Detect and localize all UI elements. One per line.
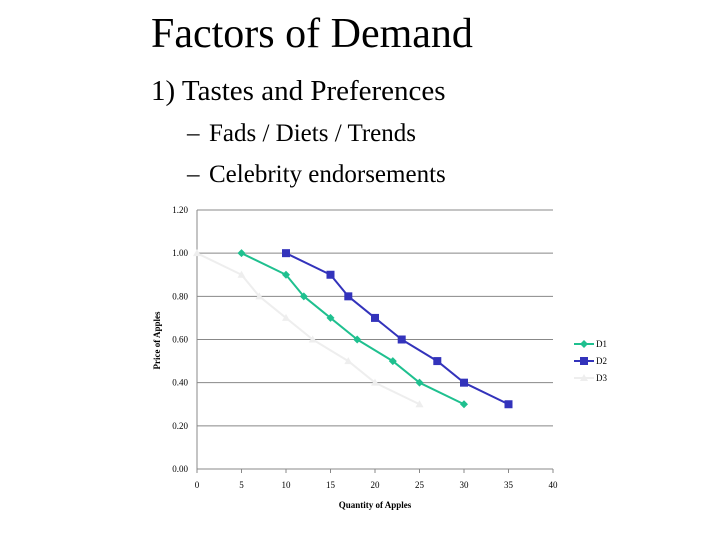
sub-bullet-celebrity: – Celebrity endorsements (187, 160, 446, 190)
data-point-d1 (237, 249, 246, 258)
data-point-d2 (371, 313, 379, 322)
x-tick-label: 5 (239, 480, 244, 490)
y-tick-label: 1.20 (172, 205, 188, 215)
series-line-d1 (241, 252, 465, 406)
data-point-d3 (308, 335, 317, 343)
y-tick-label: 0.00 (172, 464, 188, 474)
bullet-tastes-preferences: 1) Tastes and Preferences (151, 75, 446, 107)
x-tick-label: 0 (195, 480, 200, 490)
x-tick-label: 10 (282, 480, 292, 490)
slide-title: Factors of Demand (151, 11, 473, 57)
series-line-d2 (285, 252, 509, 406)
y-tick-label: 1.00 (172, 248, 188, 258)
data-point-d1 (415, 378, 424, 387)
legend-marker-d1 (580, 340, 588, 348)
data-point-d3 (255, 292, 264, 300)
y-tick-label: 0.60 (172, 335, 188, 345)
bullet-dash: – (187, 161, 200, 188)
data-point-d3 (193, 249, 201, 257)
data-point-d2 (433, 357, 442, 366)
data-point-d3 (237, 270, 246, 278)
bullet-dash: – (187, 120, 200, 147)
x-tick-label: 35 (504, 480, 514, 490)
data-point-d2 (344, 292, 353, 301)
legend-label-d2: D2 (596, 356, 607, 366)
data-point-d1 (388, 357, 397, 366)
data-point-d3 (344, 357, 353, 365)
sub-bullet-fads: – Fads / Diets / Trends (187, 119, 416, 149)
x-tick-label: 20 (371, 480, 381, 490)
x-tick-label: 40 (549, 480, 559, 490)
data-point-d1 (460, 400, 468, 409)
series-line-d3 (196, 252, 420, 406)
data-point-d2 (504, 400, 513, 409)
data-point-d1 (282, 270, 290, 279)
data-point-d2 (460, 378, 468, 387)
sub-bullet-text: Celebrity endorsements (209, 161, 446, 188)
data-point-d1 (299, 292, 308, 301)
y-tick-label: 0.80 (172, 291, 188, 301)
data-point-d2 (282, 249, 290, 258)
y-tick-label: 0.20 (172, 421, 188, 431)
data-point-d2 (326, 270, 335, 279)
legend-label-d3: D3 (596, 373, 607, 383)
legend-marker-d2 (580, 357, 588, 365)
x-tick-label: 25 (415, 480, 425, 490)
y-axis-title: Price of Apples (152, 311, 162, 369)
x-axis-title: Quantity of Apples (339, 500, 412, 510)
data-point-d2 (397, 335, 406, 344)
x-tick-label: 30 (460, 480, 470, 490)
data-point-d3 (282, 313, 290, 321)
data-point-d3 (371, 378, 379, 386)
legend-marker-d3 (580, 374, 588, 381)
sub-bullet-text: Fads / Diets / Trends (209, 120, 416, 147)
legend-label-d1: D1 (596, 339, 607, 349)
x-tick-label: 15 (326, 480, 336, 490)
data-point-d1 (326, 313, 335, 322)
data-point-d3 (415, 400, 424, 408)
y-tick-label: 0.40 (172, 378, 188, 388)
data-point-d1 (353, 335, 362, 344)
